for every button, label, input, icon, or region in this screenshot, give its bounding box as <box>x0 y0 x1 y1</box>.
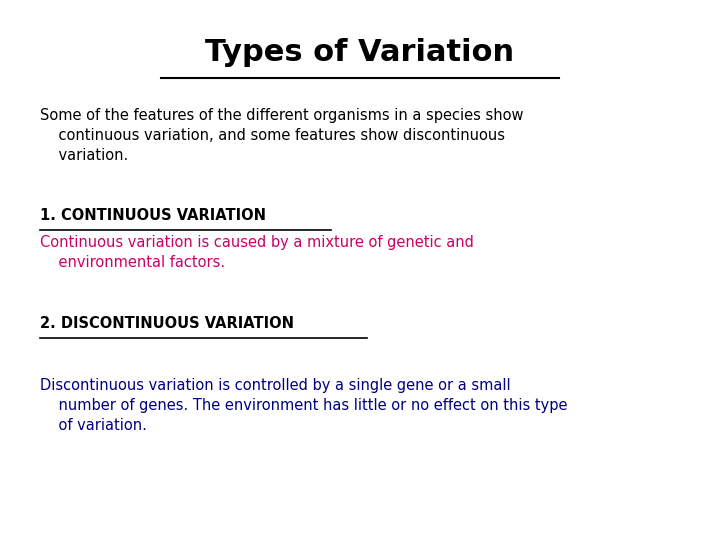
Text: 1. CONTINUOUS VARIATION: 1. CONTINUOUS VARIATION <box>40 208 266 223</box>
Text: Continuous variation is caused by a mixture of genetic and
    environmental fac: Continuous variation is caused by a mixt… <box>40 235 474 269</box>
Text: Some of the features of the different organisms in a species show
    continuous: Some of the features of the different or… <box>40 108 523 163</box>
Text: 2. DISCONTINUOUS VARIATION: 2. DISCONTINUOUS VARIATION <box>40 316 294 331</box>
Text: Discontinuous variation is controlled by a single gene or a small
    number of : Discontinuous variation is controlled by… <box>40 378 567 433</box>
Text: Types of Variation: Types of Variation <box>205 38 515 67</box>
